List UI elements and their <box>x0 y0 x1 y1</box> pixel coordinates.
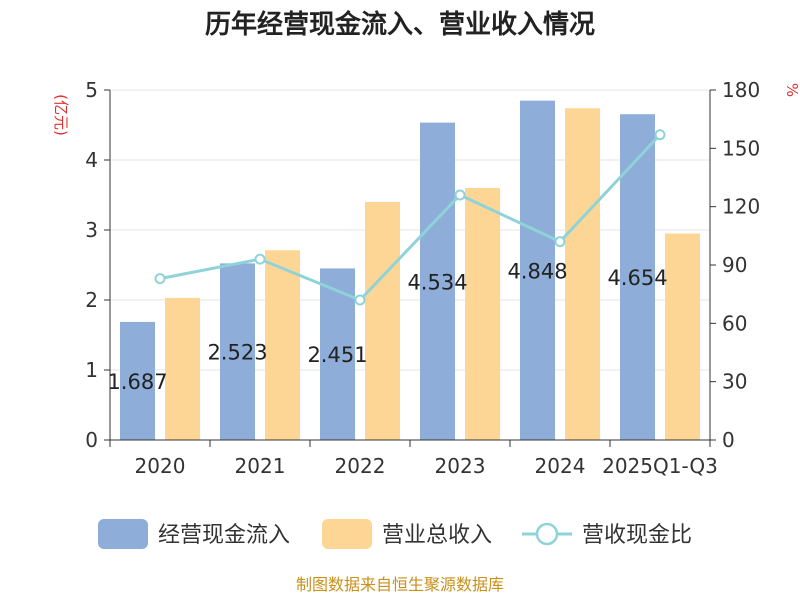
bar-revenue <box>265 250 300 440</box>
source-note: 制图数据来自恒生聚源数据库 <box>296 575 504 594</box>
axes: 0 1 2 3 4 5 0 30 60 90 120 150 180 2020 2021 2022 2023 20… <box>85 78 760 478</box>
x-tick-label: 2025Q1-Q3 <box>602 454 718 478</box>
bar-cash-inflow <box>620 114 655 440</box>
y-right-tick-label: 90 <box>722 253 747 277</box>
y-left-tick-label: 2 <box>85 288 98 312</box>
x-tick-label: 2020 <box>135 454 186 478</box>
bar-cash-inflow <box>420 122 455 441</box>
y-right-tick-label: 60 <box>722 311 747 335</box>
y-left-unit: (亿元) <box>52 94 70 136</box>
x-tick-label: 2023 <box>435 454 486 478</box>
data-labels: 1.687 2.523 2.451 4.534 4.848 4.654 <box>107 259 667 394</box>
data-label: 2.451 <box>307 343 367 367</box>
ratio-line <box>154 129 666 306</box>
y-right-tick-label: 150 <box>722 136 760 160</box>
y-left-tick-label: 5 <box>85 78 98 102</box>
y-right-unit: % <box>783 83 800 97</box>
x-tick-label: 2021 <box>235 454 286 478</box>
grid-lines <box>110 89 710 371</box>
legend: 经营现金流入 营业总收入 营收现金比 <box>98 519 692 549</box>
legend-swatch <box>322 519 372 549</box>
legend-label: 经营现金流入 <box>158 523 290 548</box>
y-left-tick-label: 4 <box>85 148 98 172</box>
data-label: 4.654 <box>607 266 667 290</box>
x-tick-label: 2024 <box>535 454 586 478</box>
data-label: 2.523 <box>207 341 267 365</box>
bar-revenue <box>565 108 600 440</box>
bar-cash-inflow <box>520 100 555 440</box>
data-label: 4.534 <box>407 270 467 294</box>
bar-revenue <box>165 297 200 440</box>
ratio-point <box>354 294 366 306</box>
ratio-point <box>554 236 566 248</box>
y-right-tick-label: 120 <box>722 195 760 219</box>
bar-revenue <box>665 233 700 440</box>
ratio-point <box>254 253 266 265</box>
data-label: 4.848 <box>507 259 567 283</box>
legend-label: 营业总收入 <box>382 523 492 548</box>
y-left-tick-label: 3 <box>85 218 98 242</box>
y-right-tick-label: 30 <box>722 370 747 394</box>
chart-title: 历年经营现金流入、营业收入情况 <box>205 9 595 40</box>
ratio-point <box>154 273 166 285</box>
y-left-tick-label: 1 <box>85 358 98 382</box>
bar-revenue <box>465 188 500 440</box>
y-right-tick-label: 180 <box>722 78 760 102</box>
data-label: 1.687 <box>107 370 167 394</box>
y-right-tick-label: 0 <box>722 428 735 452</box>
ratio-line-path <box>159 133 662 302</box>
bar-revenue <box>365 202 400 440</box>
legend-marker <box>535 522 559 546</box>
ratio-point <box>454 189 466 201</box>
bars <box>120 100 700 441</box>
bar-cash-inflow <box>220 263 255 440</box>
ratio-point <box>654 129 666 141</box>
bar-cash-inflow <box>120 321 155 440</box>
x-tick-label: 2022 <box>335 454 386 478</box>
y-left-tick-label: 0 <box>85 428 98 452</box>
legend-label: 营收现金比 <box>582 523 692 548</box>
legend-swatch <box>98 519 148 549</box>
